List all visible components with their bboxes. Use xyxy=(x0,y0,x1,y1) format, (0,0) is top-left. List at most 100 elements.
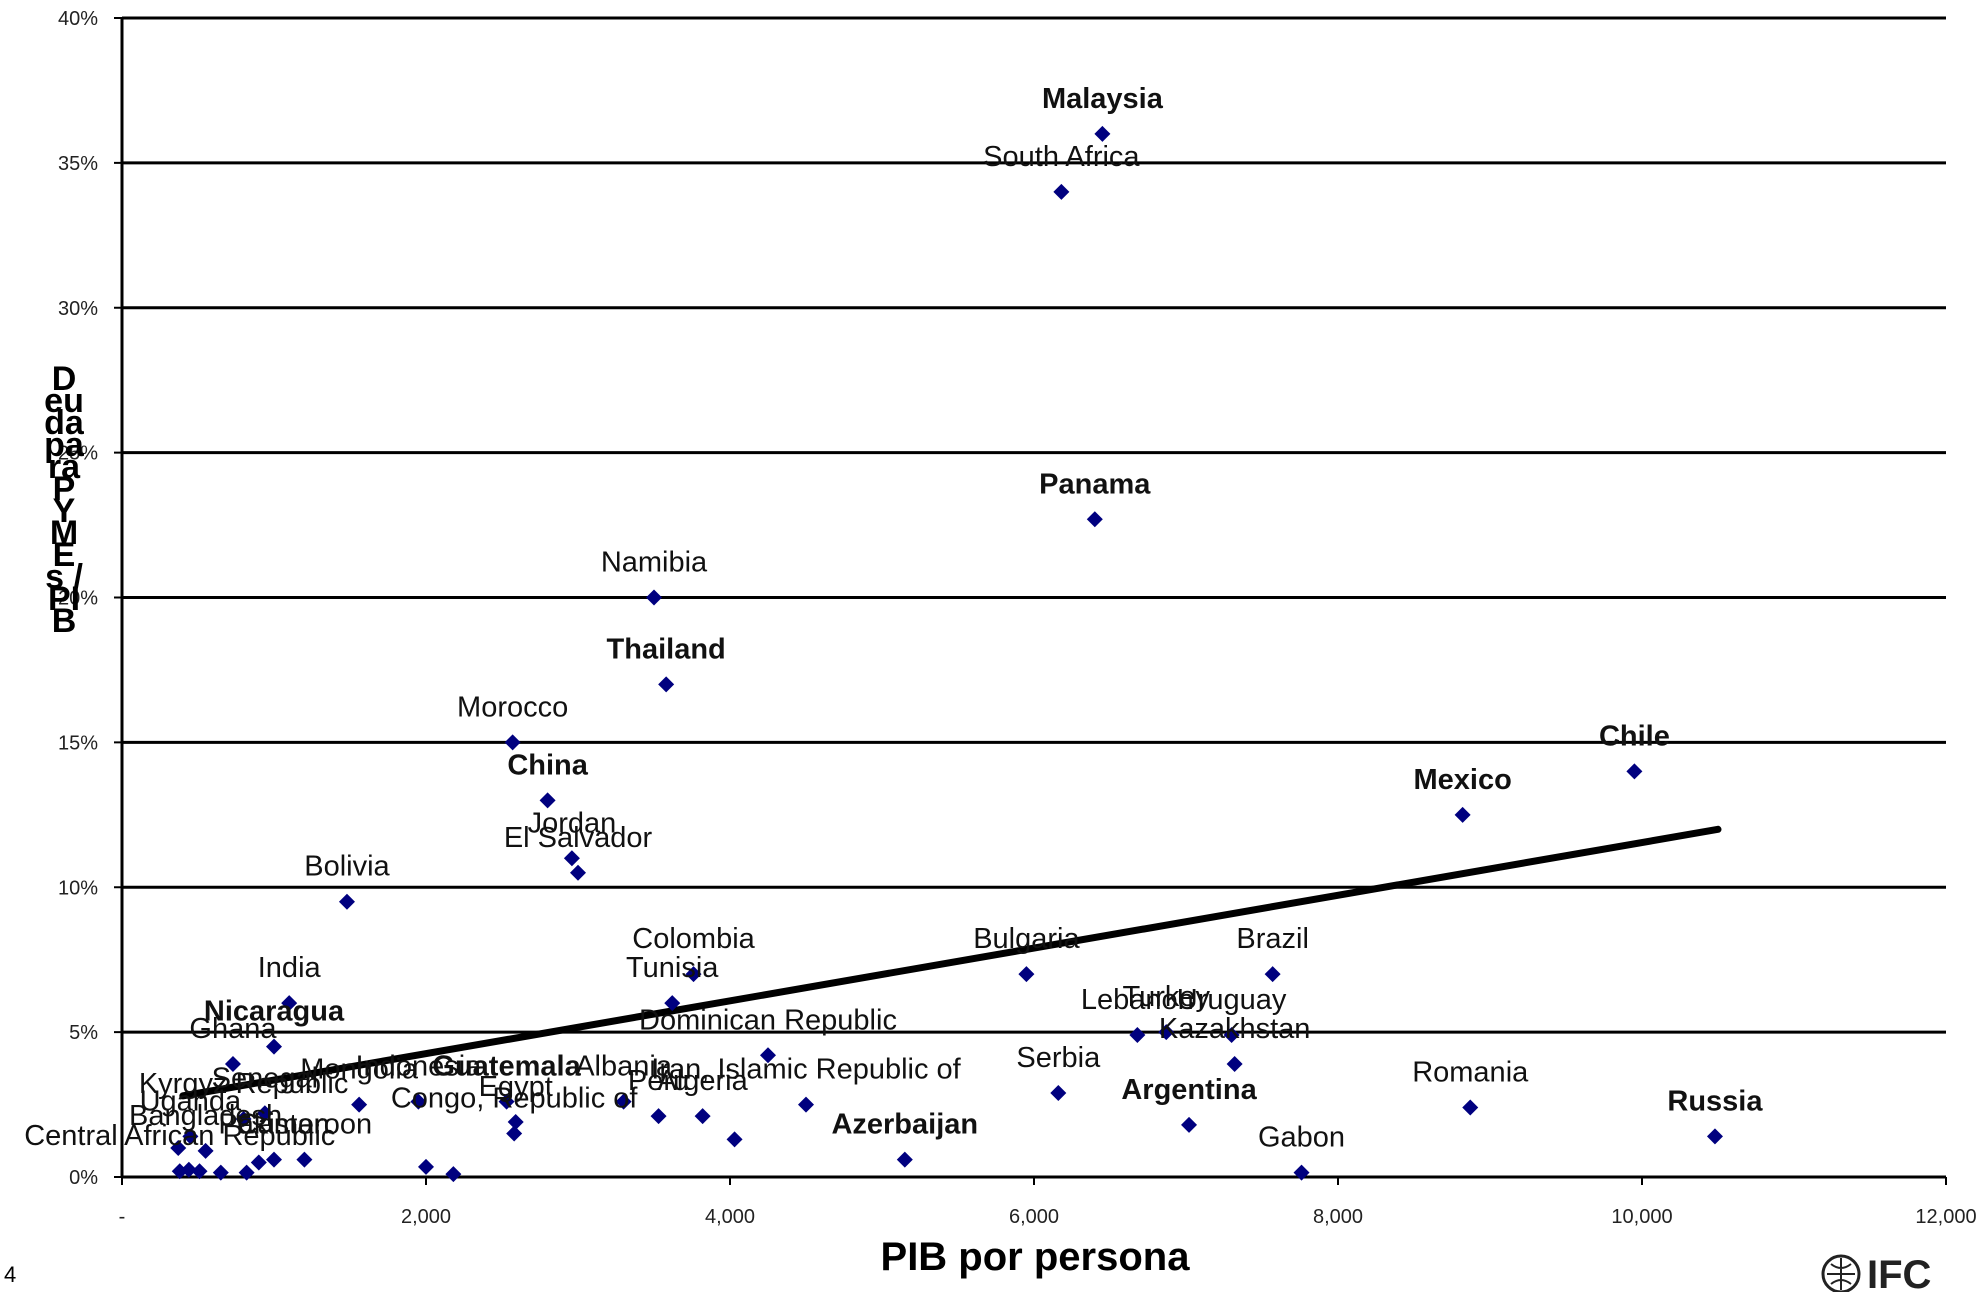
y-axis-title: Deuda para PYMEs / PIB xyxy=(44,360,94,640)
data-label: Brazil xyxy=(1236,923,1309,955)
data-label: Panama xyxy=(1039,468,1151,500)
data-point xyxy=(1158,1024,1175,1041)
data-point xyxy=(1706,1128,1723,1145)
x-tick-labels: - 2,000 4,000 6,000 8,000 10,000 12,000 xyxy=(119,1206,1977,1228)
x-tick-label: 12,000 xyxy=(1915,1206,1976,1228)
data-point xyxy=(338,893,355,910)
x-tick-label: 4,000 xyxy=(705,1206,755,1228)
y-tick-label: 10% xyxy=(58,877,98,899)
data-point xyxy=(410,1093,427,1110)
data-label: Kyrgyz Republic xyxy=(139,1068,349,1100)
data-point xyxy=(197,1142,214,1159)
data-point xyxy=(664,995,681,1012)
data-label: Bangladesh xyxy=(129,1100,282,1132)
data-label: Morocco xyxy=(457,691,568,723)
data-label: Chile xyxy=(1599,720,1670,752)
data-label: Romania xyxy=(1412,1056,1529,1088)
data-label: Tunisia xyxy=(626,952,719,984)
data-label: Lebanon xyxy=(1081,984,1194,1016)
x-tick-label: 6,000 xyxy=(1009,1206,1059,1228)
data-label: Congo, Republic of xyxy=(391,1083,639,1115)
data-label: Malaysia xyxy=(1042,83,1164,115)
data-point xyxy=(418,1158,434,1175)
data-point xyxy=(445,1166,462,1183)
data-point xyxy=(1293,1164,1310,1181)
data-point xyxy=(1053,183,1070,200)
data-point xyxy=(1086,511,1103,528)
data-label: Guatemala xyxy=(432,1051,581,1083)
data-point xyxy=(507,1113,524,1130)
data-point xyxy=(1094,125,1111,142)
data-point xyxy=(1626,763,1643,780)
data-label: Turkey xyxy=(1122,981,1210,1013)
y-tick-label: 25% xyxy=(58,443,98,465)
data-label: El Salvador xyxy=(504,822,653,854)
data-label: Indonesia xyxy=(356,1051,483,1083)
data-label: Uruguay xyxy=(1177,984,1287,1016)
data-point xyxy=(180,1161,197,1178)
data-point xyxy=(191,1163,208,1180)
data-label: Gabon xyxy=(1258,1122,1345,1154)
data-label: Colombia xyxy=(632,923,755,955)
data-point xyxy=(250,1154,267,1171)
data-label: Kazakhstan xyxy=(1159,1013,1311,1045)
data-label: Mexico xyxy=(1413,764,1511,796)
data-point xyxy=(235,1111,252,1128)
data-label: India xyxy=(258,952,322,984)
data-point xyxy=(170,1140,187,1157)
data-label: Iran, Islamic Republic of xyxy=(651,1054,961,1086)
page-number: 4 xyxy=(4,1262,17,1287)
data-point xyxy=(896,1151,913,1168)
data-point xyxy=(1226,1055,1243,1072)
data-point xyxy=(798,1096,814,1113)
data-point xyxy=(266,1038,282,1055)
data-point xyxy=(266,1151,282,1168)
data-label: Bolivia xyxy=(304,851,390,883)
y-tick-labels: 0% 5% 10% 15% 20% 25% 30% 35% 40% xyxy=(58,8,98,1189)
data-point xyxy=(256,1105,273,1122)
data-point xyxy=(563,850,580,867)
data-point xyxy=(615,1093,632,1110)
ifc-logo: IFC xyxy=(1821,1253,1931,1292)
data-label: Namibia xyxy=(601,547,708,579)
data-label: Peru xyxy=(628,1065,689,1097)
data-point xyxy=(1050,1084,1067,1101)
trendline xyxy=(179,825,1722,1100)
y-tick-label: 20% xyxy=(58,588,98,610)
data-point xyxy=(1129,1027,1146,1044)
data-point xyxy=(1462,1099,1479,1116)
data-label: Egypt xyxy=(479,1071,553,1103)
data-point xyxy=(224,1055,241,1072)
data-points xyxy=(170,125,1723,1183)
axes xyxy=(114,17,1947,1185)
data-label: China xyxy=(507,749,588,781)
data-label: Central African Republic xyxy=(24,1120,335,1152)
data-point xyxy=(281,995,298,1012)
data-label: Albania xyxy=(575,1051,673,1083)
data-point xyxy=(658,676,675,693)
data-label: Senegal xyxy=(212,1062,318,1094)
data-point xyxy=(238,1164,255,1181)
data-point xyxy=(182,1128,199,1145)
x-tick-label: 10,000 xyxy=(1611,1206,1672,1228)
x-axis-title: PIB por persona xyxy=(881,1235,1191,1279)
data-point xyxy=(650,1108,667,1125)
data-point xyxy=(726,1131,743,1148)
data-label: Nicaragua xyxy=(204,996,345,1028)
data-point xyxy=(694,1108,711,1125)
data-label: Pakistan xyxy=(218,1109,329,1141)
y-tick-label: 15% xyxy=(58,732,98,754)
data-label: Bulgaria xyxy=(973,923,1080,955)
data-label: Jordan xyxy=(528,807,617,839)
data-point xyxy=(1018,966,1035,983)
data-label: Dominican Republic xyxy=(639,1004,897,1036)
data-point xyxy=(570,864,586,881)
y-tick-label: 0% xyxy=(69,1167,98,1189)
data-label: South Africa xyxy=(983,141,1140,173)
data-point xyxy=(1264,966,1281,983)
y-tick-label: 35% xyxy=(58,153,98,175)
x-tick-label: 8,000 xyxy=(1313,1206,1363,1228)
data-point xyxy=(351,1096,368,1113)
data-label: Serbia xyxy=(1016,1042,1101,1074)
